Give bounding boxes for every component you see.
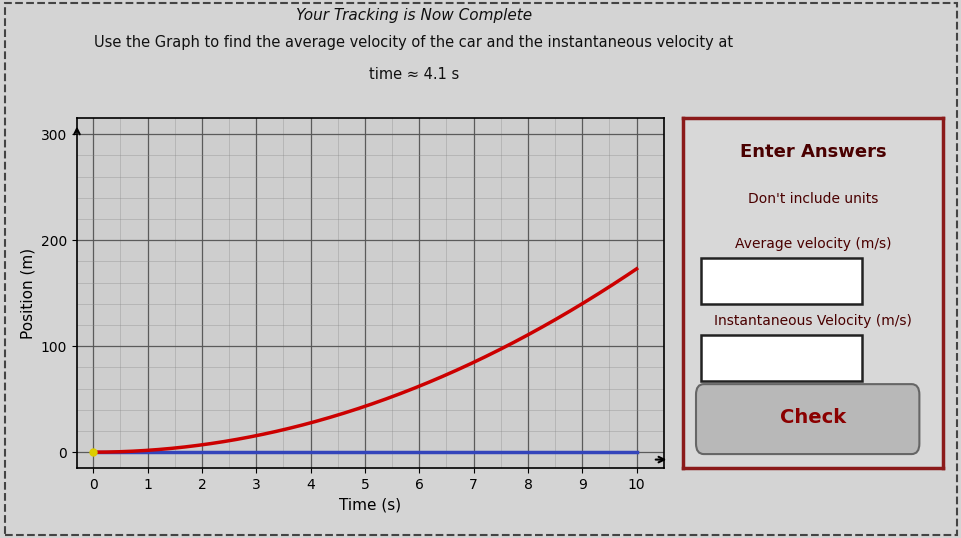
FancyBboxPatch shape [695, 384, 919, 454]
Text: Check: Check [779, 408, 845, 427]
Text: time ≈ 4.1 s: time ≈ 4.1 s [368, 67, 458, 82]
FancyBboxPatch shape [701, 335, 861, 381]
Text: Your Tracking is Now Complete: Your Tracking is Now Complete [295, 8, 531, 23]
Text: Instantaneous Velocity (m/s): Instantaneous Velocity (m/s) [713, 314, 911, 328]
Y-axis label: Position (m): Position (m) [20, 247, 36, 339]
FancyBboxPatch shape [701, 258, 861, 303]
Text: Average velocity (m/s): Average velocity (m/s) [734, 237, 890, 251]
Text: Don't include units: Don't include units [747, 192, 877, 206]
Text: Enter Answers: Enter Answers [739, 143, 885, 161]
X-axis label: Time (s): Time (s) [339, 497, 401, 512]
Text: Use the Graph to find the average velocity of the car and the instantaneous velo: Use the Graph to find the average veloci… [94, 35, 732, 50]
